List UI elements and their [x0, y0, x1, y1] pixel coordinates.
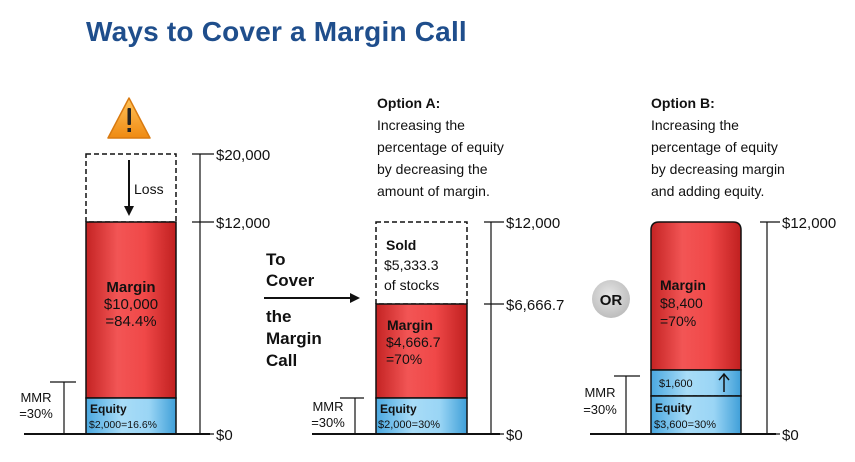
up-arrow-icon	[718, 372, 730, 392]
option-b-desc-line4: and adding equity.	[651, 183, 764, 199]
option-a-heading: Option A:	[377, 95, 440, 111]
option-b-equity-bar	[650, 395, 742, 435]
option-b: Option B: Increasing the percentage of e…	[583, 95, 836, 444]
option-a-margin-bar	[375, 303, 468, 399]
option-a-equity-value: $2,000=30%	[378, 419, 440, 431]
option-b-axis-0: $0	[782, 427, 799, 444]
option-b-desc-line2: percentage of equity	[651, 139, 778, 155]
option-a-desc-line1: Increasing the	[377, 117, 465, 133]
original-position: Loss Margin $10,000 =84.4% Equity $2,000…	[19, 97, 270, 444]
option-a-desc-line2: percentage of equity	[377, 139, 504, 155]
to-cover-line2: Cover	[266, 271, 315, 290]
option-a-mmr-bracket	[340, 397, 364, 434]
to-cover-line4: Margin	[266, 329, 322, 348]
sold-title: Sold	[386, 237, 416, 253]
to-cover-line5: Call	[266, 351, 297, 370]
option-a-mmr-line2: =30%	[311, 415, 345, 430]
option-a-axis-6666: $6,666.7	[506, 297, 564, 314]
margin-amount: $10,000	[104, 296, 158, 313]
option-a-desc-line3: by decreasing the	[377, 161, 488, 177]
option-a-equity-bar	[375, 397, 468, 435]
to-cover-text: To Cover the Margin Call	[264, 250, 360, 370]
option-b-desc-line3: by decreasing margin	[651, 161, 785, 177]
equity-title: Equity	[90, 402, 127, 416]
warning-triangle-icon	[107, 97, 151, 139]
option-a-axis-12000: $12,000	[506, 215, 560, 232]
sold-desc: of stocks	[384, 277, 439, 293]
or-label: OR	[600, 292, 623, 309]
option-a-margin-pct: =70%	[386, 351, 422, 367]
sold-amount: $5,333.3	[384, 257, 439, 273]
margin-bar	[85, 221, 177, 399]
option-b-value-axis	[760, 221, 780, 435]
option-b-desc-line1: Increasing the	[651, 117, 739, 133]
option-a-margin-title: Margin	[387, 317, 433, 333]
equity-value: $2,000=16.6%	[89, 419, 157, 431]
option-a-desc-line4: amount of margin.	[377, 183, 490, 199]
option-b-margin-amount: $8,400	[660, 295, 703, 311]
option-b-mmr-line2: =30%	[583, 402, 617, 417]
axis-label-20000: $20,000	[216, 147, 270, 164]
mmr-label-line2: =30%	[19, 406, 53, 421]
margin-title: Margin	[106, 279, 155, 296]
option-a: Option A: Increasing the percentage of e…	[311, 95, 564, 444]
to-cover-line3: the	[266, 307, 292, 326]
axis-label-12000: $12,000	[216, 215, 270, 232]
page-title: Ways to Cover a Margin Call	[86, 16, 467, 47]
option-a-margin-amount: $4,666.7	[386, 334, 441, 350]
option-a-axis-0: $0	[506, 427, 523, 444]
axis-label-0: $0	[216, 427, 233, 444]
option-b-margin-title: Margin	[660, 277, 706, 293]
to-cover-line1: To	[266, 250, 286, 269]
option-b-axis-12000: $12,000	[782, 215, 836, 232]
option-a-mmr-line1: MMR	[312, 399, 343, 414]
option-b-added-value: $1,600	[659, 378, 693, 390]
or-badge: OR	[592, 280, 630, 318]
mmr-bracket	[50, 381, 76, 434]
option-b-margin-pct: =70%	[660, 313, 696, 329]
option-a-equity-title: Equity	[380, 402, 417, 416]
option-a-value-axis	[484, 221, 504, 435]
option-b-mmr-bracket	[614, 375, 640, 434]
option-b-added-equity	[650, 369, 742, 397]
loss-label: Loss	[134, 181, 164, 197]
option-b-equity-title: Equity	[655, 401, 692, 415]
option-b-equity-value: $3,600=30%	[654, 419, 716, 431]
option-b-margin-bar	[650, 221, 742, 371]
margin-pct: =84.4%	[105, 313, 156, 330]
value-axis	[192, 153, 214, 435]
option-b-mmr-line1: MMR	[584, 385, 615, 400]
mmr-label-line1: MMR	[20, 390, 51, 405]
option-b-heading: Option B:	[651, 95, 715, 111]
